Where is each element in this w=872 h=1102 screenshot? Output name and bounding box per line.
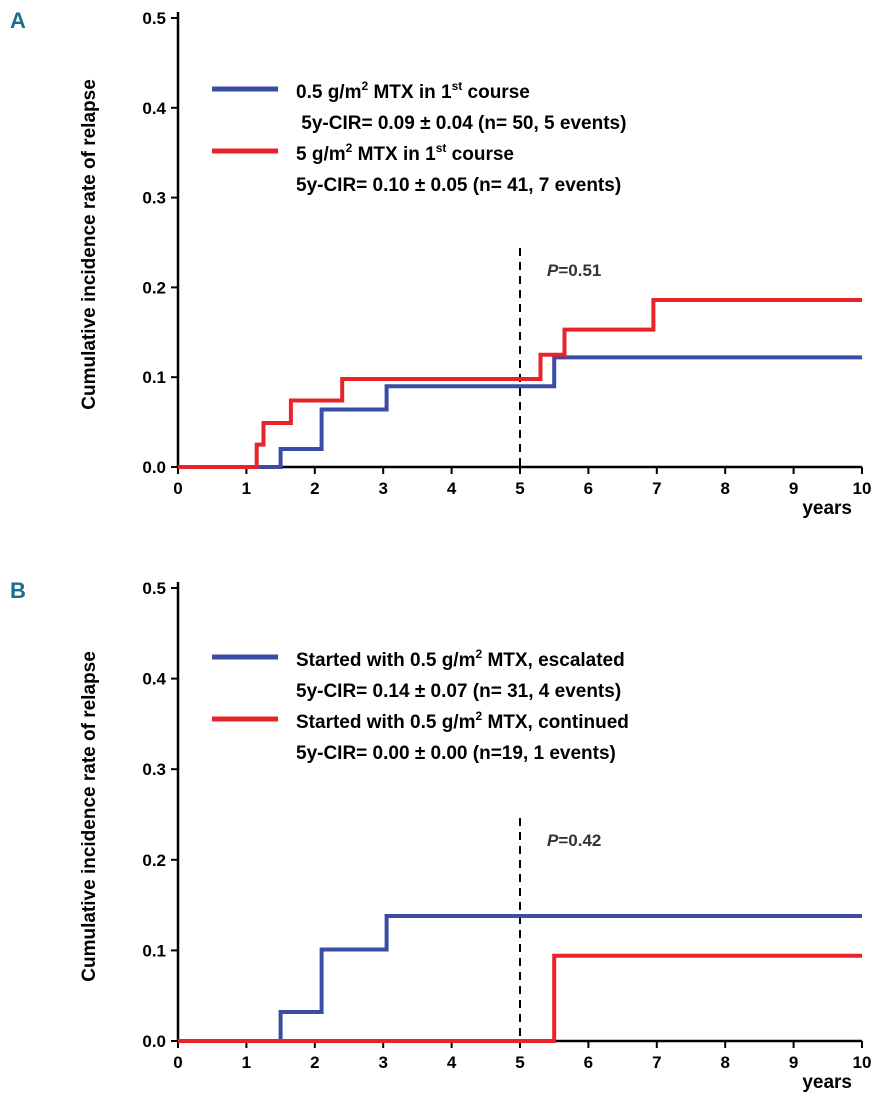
panel-label: B xyxy=(10,578,26,603)
x-tick-label: 3 xyxy=(378,1053,387,1072)
legend-entry-stats: 5y-CIR= 0.00 ± 0.00 (n=19, 1 events) xyxy=(296,743,616,764)
legend-entry-title: Started with 0.5 g/m2 MTX, escalated xyxy=(296,647,625,671)
y-tick-label: 0.3 xyxy=(142,760,166,779)
y-tick-label: 0.2 xyxy=(142,851,166,870)
y-axis-title: Cumulative incidence rate of relapse xyxy=(79,79,100,410)
x-tick-label: 8 xyxy=(720,1053,729,1072)
y-tick-label: 0.5 xyxy=(142,579,166,598)
legend-entry-stats: 5y-CIR= 0.09 ± 0.04 (n= 50, 5 events) xyxy=(296,113,626,134)
x-tick-label: 1 xyxy=(242,1053,251,1072)
x-tick-label: 7 xyxy=(652,479,661,498)
x-tick-label: 10 xyxy=(853,479,872,498)
y-tick-label: 0.1 xyxy=(142,941,166,960)
x-axis-title: years xyxy=(802,498,852,519)
x-tick-label: 2 xyxy=(310,479,319,498)
series-line-red xyxy=(178,298,862,469)
x-tick-label: 1 xyxy=(242,479,251,498)
x-tick-label: 2 xyxy=(310,1053,319,1072)
legend-entry-title: 5 g/m2 MTX in 1st course xyxy=(296,141,514,165)
x-tick-label: 0 xyxy=(173,1053,182,1072)
legend-entry-title: 0.5 g/m2 MTX in 1st course xyxy=(296,79,530,103)
y-tick-label: 0.0 xyxy=(142,1032,166,1051)
x-tick-label: 4 xyxy=(447,479,457,498)
x-tick-label: 6 xyxy=(584,479,593,498)
y-tick-label: 0.4 xyxy=(142,99,166,118)
y-tick-label: 0.1 xyxy=(142,368,166,387)
x-tick-label: 5 xyxy=(515,479,524,498)
x-tick-label: 0 xyxy=(173,479,182,498)
x-tick-label: 9 xyxy=(789,1053,798,1072)
x-tick-label: 6 xyxy=(584,1053,593,1072)
x-tick-label: 4 xyxy=(447,1053,457,1072)
panel-label: A xyxy=(10,8,26,33)
y-tick-label: 0.4 xyxy=(142,670,166,689)
x-tick-label: 10 xyxy=(853,1053,872,1072)
series-line-blue xyxy=(178,355,862,469)
p-value-label: P=0.42 xyxy=(547,831,601,850)
x-axis-title: years xyxy=(802,1072,852,1093)
legend-entry-stats: 5y-CIR= 0.14 ± 0.07 (n= 31, 4 events) xyxy=(296,681,621,702)
y-tick-label: 0.3 xyxy=(142,189,166,208)
x-tick-label: 3 xyxy=(378,479,387,498)
x-tick-label: 9 xyxy=(789,479,798,498)
p-value-label: P=0.51 xyxy=(547,261,601,280)
y-tick-label: 0.5 xyxy=(142,9,166,28)
series-line-blue xyxy=(178,914,862,1043)
y-tick-label: 0.0 xyxy=(142,458,166,477)
series-line-red xyxy=(178,953,862,1043)
x-tick-label: 5 xyxy=(515,1053,524,1072)
legend-entry-title: Started with 0.5 g/m2 MTX, continued xyxy=(296,709,629,733)
x-tick-label: 8 xyxy=(720,479,729,498)
y-tick-label: 0.2 xyxy=(142,278,166,297)
x-tick-label: 7 xyxy=(652,1053,661,1072)
y-axis-title: Cumulative incidence rate of relapse xyxy=(79,651,100,982)
legend-entry-stats: 5y-CIR= 0.10 ± 0.05 (n= 41, 7 events) xyxy=(296,175,621,196)
